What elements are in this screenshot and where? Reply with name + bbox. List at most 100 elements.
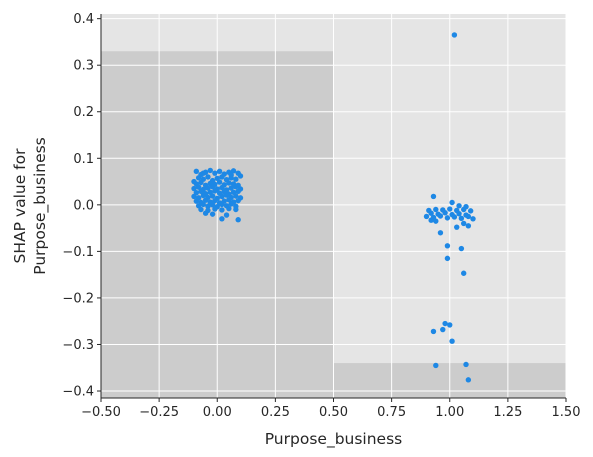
data-point-0-12	[205, 174, 211, 180]
data-point-1-14	[442, 210, 448, 216]
y-tick-label-0: −0.4	[62, 385, 94, 400]
data-point-1-43	[465, 377, 472, 383]
data-point-1-0	[451, 32, 458, 38]
data-point-0-91	[191, 178, 197, 185]
data-point-0-0	[193, 168, 200, 175]
data-point-1-39	[430, 328, 437, 335]
data-point-1-26	[470, 216, 476, 222]
data-point-0-80	[198, 206, 204, 213]
data-point-1-36	[442, 320, 448, 327]
data-point-1-18	[423, 213, 430, 220]
data-point-1-31	[437, 230, 444, 236]
data-point-1-16	[456, 210, 462, 217]
x-tick-label-3: 0.25	[261, 405, 290, 420]
y-tick-label-3: −0.1	[62, 245, 94, 260]
y-tick-label-6: 0.2	[73, 105, 94, 120]
data-point-1-23	[458, 215, 465, 222]
data-point-0-86	[209, 211, 216, 217]
data-point-0-70	[235, 197, 241, 204]
data-point-1-29	[454, 224, 460, 230]
data-point-0-5	[216, 168, 223, 175]
data-point-0-87	[223, 212, 230, 218]
data-point-1-22	[451, 214, 458, 220]
data-point-1-24	[465, 213, 472, 220]
data-point-0-10	[195, 175, 202, 181]
y-tick-label-8: 0.4	[73, 12, 94, 27]
data-point-0-54	[209, 193, 216, 199]
data-point-0-72	[200, 201, 206, 208]
data-point-1-37	[447, 322, 453, 328]
x-tick-label-1: −0.25	[139, 405, 179, 420]
data-point-0-65	[212, 197, 218, 204]
y-axis-label: SHAP value for Purpose_business	[11, 137, 50, 275]
x-tick-label-7: 1.25	[493, 405, 522, 420]
data-point-1-33	[458, 245, 465, 252]
x-tick-label-5: 0.75	[377, 405, 406, 420]
data-point-1-3	[456, 203, 462, 209]
y-axis-ticks: −0.4 −0.3 −0.2 −0.1 0.0 0.1 0.2 0.3 0.4	[62, 12, 101, 400]
data-point-0-74	[209, 202, 216, 208]
data-point-0-15	[219, 174, 225, 180]
data-point-0-56	[219, 193, 225, 200]
data-point-0-78	[228, 201, 234, 207]
data-point-0-33	[209, 183, 216, 190]
data-point-1-28	[461, 220, 467, 227]
data-point-0-76	[219, 201, 225, 208]
data-point-0-26	[226, 180, 232, 186]
data-point-1-6	[433, 206, 439, 213]
data-point-1-1	[430, 193, 437, 200]
data-point-1-35	[461, 270, 467, 276]
data-point-1-30	[465, 223, 472, 229]
data-point-0-59	[233, 193, 239, 199]
gridlines	[100, 14, 567, 398]
x-axis-label: Purpose_business	[265, 430, 403, 449]
data-point-1-41	[433, 362, 439, 369]
data-point-0-90	[235, 217, 241, 223]
x-tick-label-4: 0.50	[319, 405, 348, 420]
data-point-0-4	[212, 170, 218, 176]
data-point-0-68	[226, 197, 232, 203]
y-tick-label-4: 0.0	[73, 198, 94, 213]
data-point-0-93	[200, 170, 206, 176]
data-point-0-57	[223, 192, 230, 198]
y-tick-label-2: −0.2	[62, 291, 94, 306]
data-point-1-8	[447, 206, 453, 212]
data-point-0-32	[205, 185, 211, 191]
data-point-0-3	[207, 167, 213, 174]
data-point-0-41	[198, 188, 204, 195]
y-tick-label-5: 0.1	[73, 152, 94, 167]
data-point-0-63	[202, 197, 209, 203]
data-point-1-38	[440, 326, 446, 333]
y-axis-label-line-1: Purpose_business	[31, 137, 50, 275]
x-tick-label-6: 1.00	[435, 405, 464, 420]
data-point-0-52	[200, 192, 206, 199]
data-point-0-89	[219, 216, 225, 222]
data-point-0-50	[191, 193, 197, 200]
data-point-0-29	[191, 185, 197, 192]
data-point-0-85	[233, 206, 239, 213]
data-point-1-20	[437, 213, 444, 219]
data-point-1-32	[444, 243, 451, 249]
data-point-0-61	[193, 198, 200, 204]
data-point-1-34	[444, 255, 451, 262]
data-point-0-94	[228, 172, 234, 178]
data-point-0-24	[216, 179, 223, 185]
scatter-points	[191, 32, 476, 383]
x-tick-label-8: 1.50	[552, 405, 581, 420]
x-tick-label-2: 0.00	[203, 405, 232, 420]
data-point-0-44	[212, 188, 218, 194]
data-point-0-8	[230, 168, 237, 174]
x-tick-label-0: −0.50	[81, 405, 121, 420]
data-point-0-83	[219, 207, 225, 213]
data-point-1-10	[461, 206, 467, 213]
data-point-0-84	[226, 205, 232, 212]
data-point-0-49	[235, 188, 241, 195]
data-point-0-92	[237, 173, 244, 179]
data-point-0-35	[219, 184, 225, 191]
data-point-1-42	[463, 361, 469, 368]
y-tick-label-7: 0.3	[73, 59, 94, 74]
data-point-0-20	[198, 179, 204, 186]
data-point-0-38	[233, 183, 239, 190]
data-point-0-88	[202, 210, 209, 216]
